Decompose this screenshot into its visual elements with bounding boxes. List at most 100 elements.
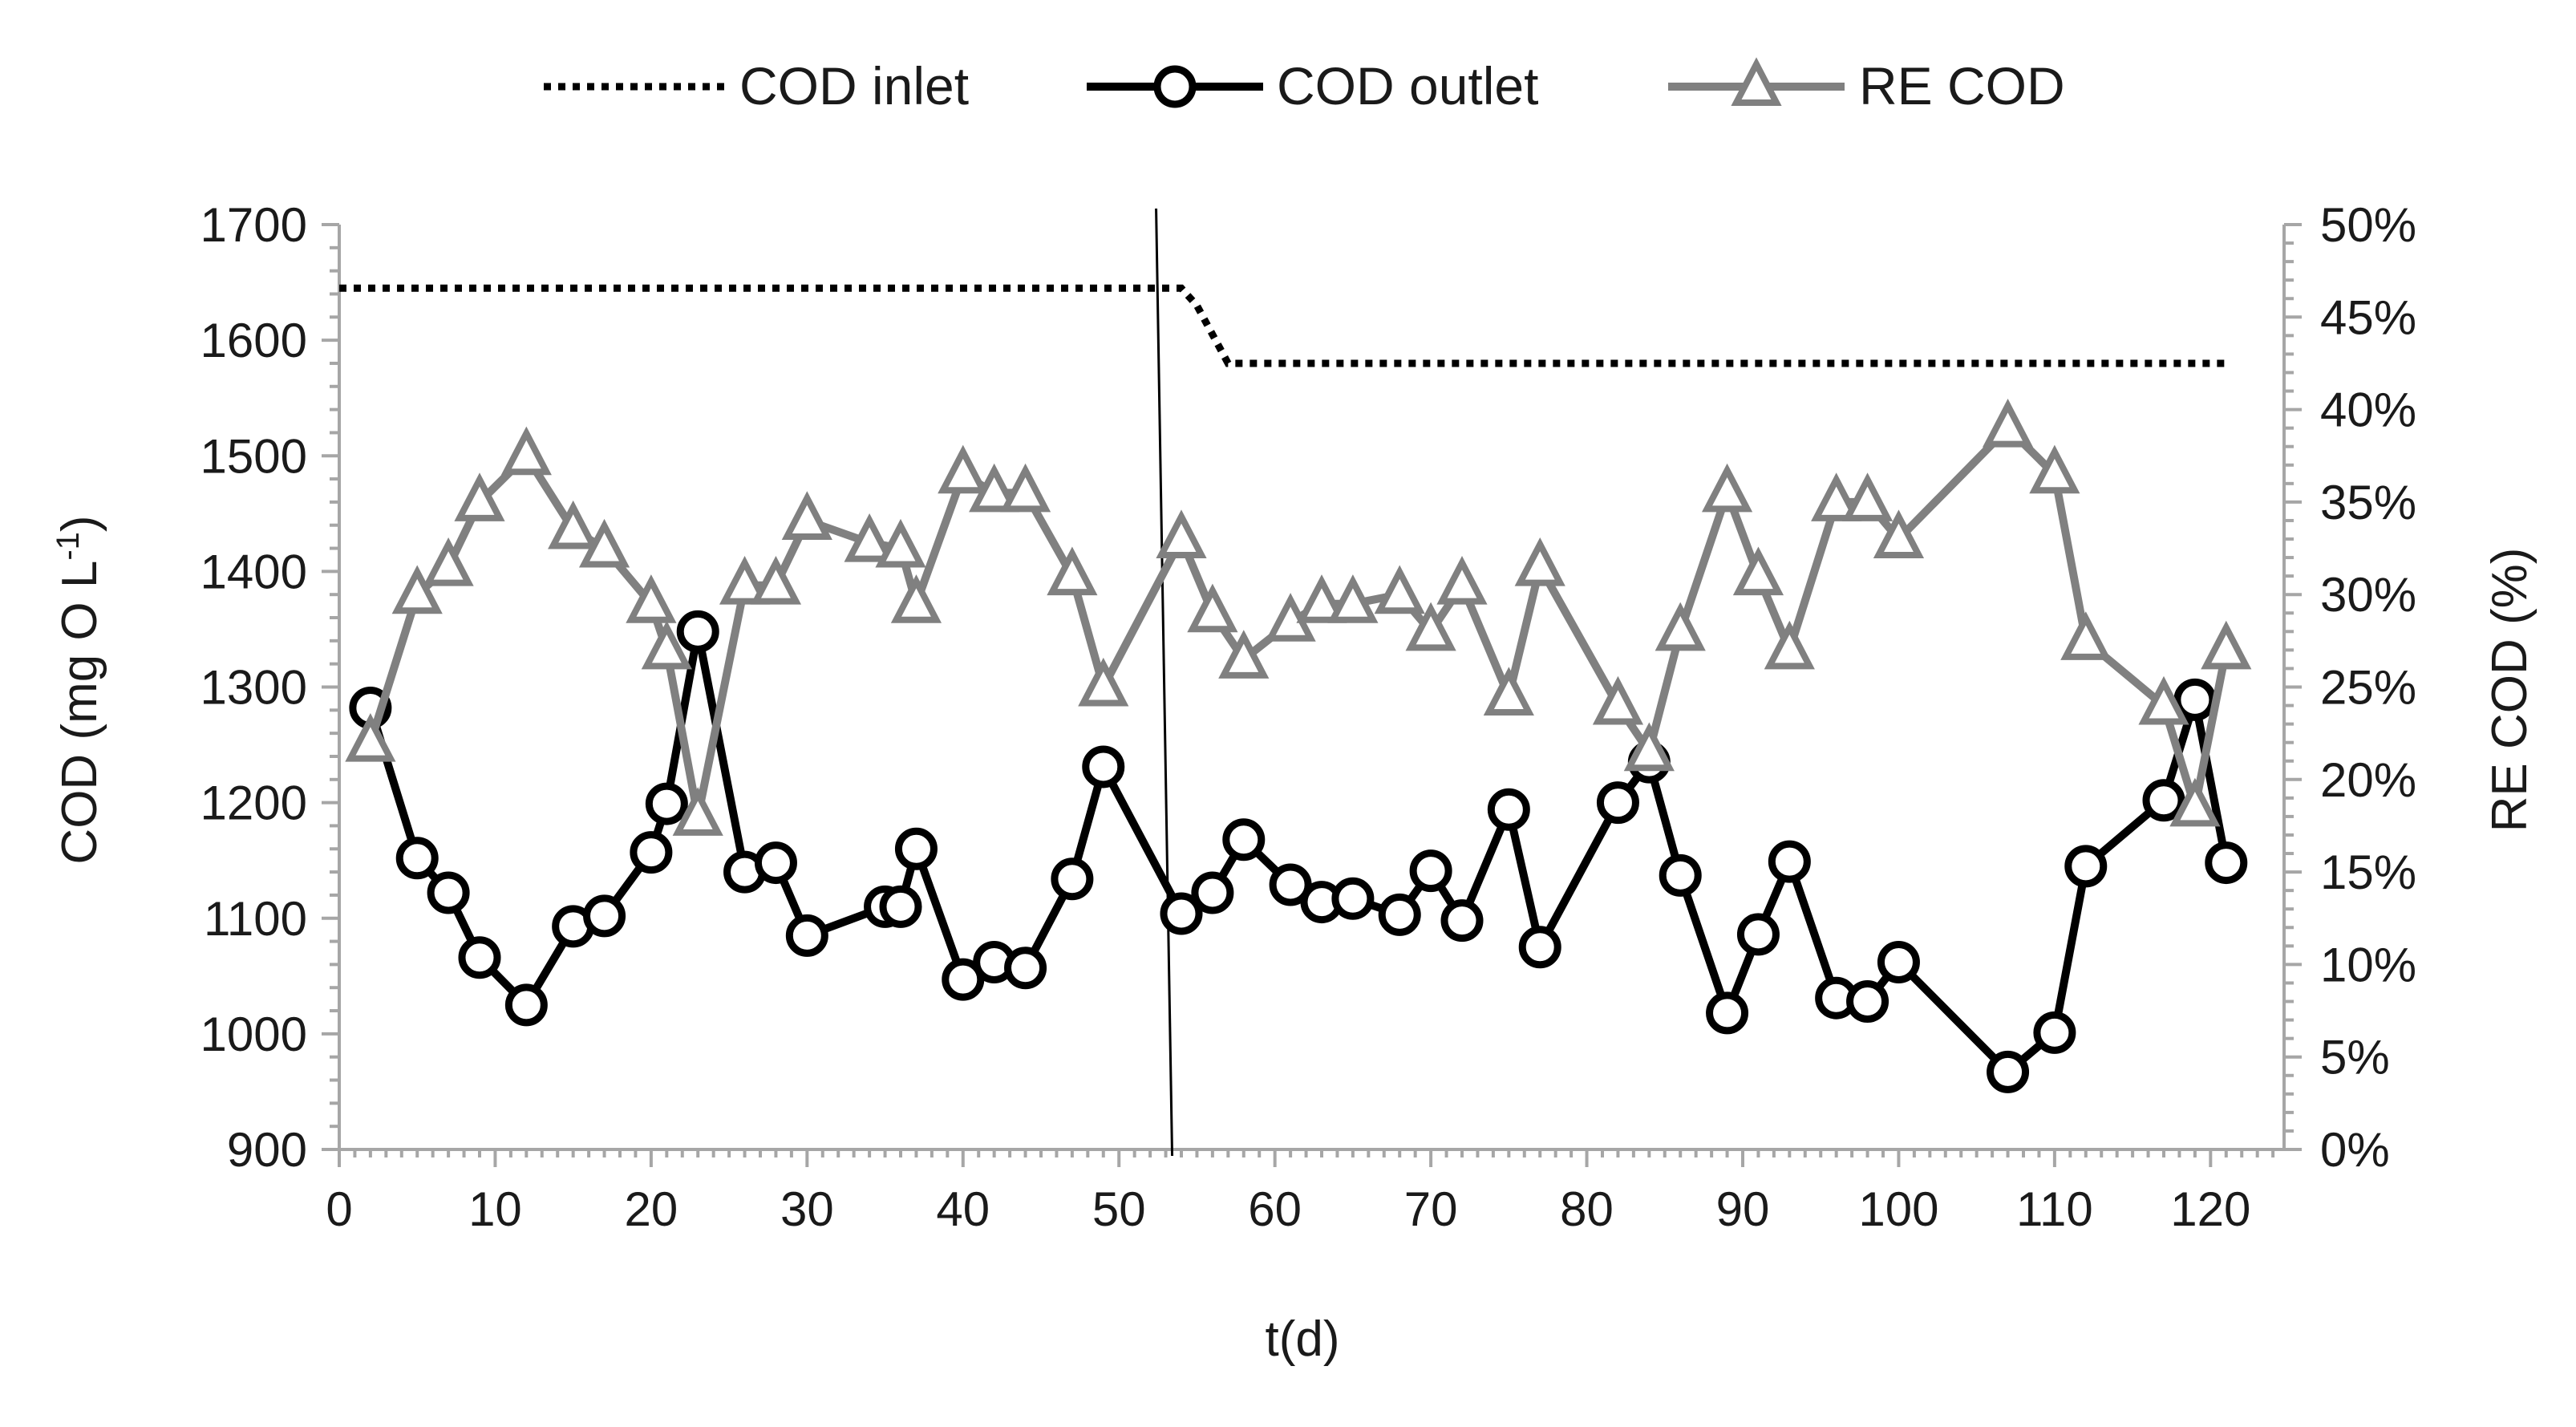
data-point-re-cod <box>672 787 723 836</box>
y-tick-label: 1700 <box>200 198 307 252</box>
data-point-cod-outlet <box>1051 857 1094 901</box>
data-point-re-cod <box>1436 556 1488 605</box>
data-point-cod-outlet <box>754 841 797 885</box>
data-point-cod-outlet <box>1191 871 1234 914</box>
data-point-cod-outlet <box>1409 849 1452 893</box>
data-point-cod-outlet <box>942 958 985 1001</box>
data-point-cod-outlet <box>630 831 673 874</box>
y2-tick-label: 25% <box>2320 661 2416 715</box>
data-point-re-cod <box>750 556 802 605</box>
y-tick-label: 1200 <box>200 776 307 830</box>
y-tick-label: 900 <box>227 1123 307 1177</box>
legend-marker-cod-outlet <box>1153 65 1197 108</box>
data-point-cod-outlet <box>2142 779 2185 822</box>
data-point-re-cod <box>1811 472 1862 521</box>
data-point-cod-outlet <box>427 871 470 914</box>
y2-tick-label: 0% <box>2320 1123 2390 1177</box>
data-point-re-cod <box>1701 463 1753 513</box>
data-point-re-cod <box>844 513 895 562</box>
data-point-re-cod <box>1047 546 1098 596</box>
series-layer <box>339 208 2252 1157</box>
data-point-re-cod <box>1655 602 1706 651</box>
data-point-re-cod <box>1732 546 1784 596</box>
data-point-re-cod <box>1982 399 2034 448</box>
data-point-cod-outlet <box>458 936 501 979</box>
data-point-re-cod <box>626 574 677 623</box>
x-tick-label: 10 <box>468 1182 522 1236</box>
data-point-cod-outlet <box>1269 863 1312 906</box>
data-point-re-cod <box>1764 620 1815 670</box>
x-tick-label: 60 <box>1248 1182 1302 1236</box>
y2-tick-label: 30% <box>2320 568 2416 622</box>
x-tick-label: 40 <box>936 1182 990 1236</box>
legend-marker-re-cod <box>1731 57 1782 106</box>
data-point-cod-outlet <box>1222 818 1266 861</box>
data-point-cod-outlet <box>1877 941 1920 984</box>
data-point-re-cod <box>1623 722 1675 772</box>
data-point-cod-outlet <box>1082 745 1125 788</box>
y-tick-label: 1500 <box>200 429 307 483</box>
y-axis-title: COD (mg O L-1) <box>51 515 107 864</box>
x-tick-label: 70 <box>1404 1182 1458 1236</box>
y-tick-label: 1100 <box>204 892 307 946</box>
y-axis-title-superscript: -1 <box>51 532 86 561</box>
y2-tick-label: 35% <box>2320 476 2416 529</box>
y2-tick-label: 50% <box>2320 198 2416 252</box>
y2-tick-label: 45% <box>2320 290 2416 344</box>
data-point-cod-outlet <box>1846 980 1889 1024</box>
data-point-re-cod <box>391 565 443 614</box>
data-point-cod-outlet <box>1596 781 1639 825</box>
y2-axis-title: RE COD (%) <box>2482 548 2538 833</box>
data-point-re-cod <box>1405 602 1456 651</box>
data-point-cod-outlet <box>2205 841 2248 885</box>
x-tick-label: 0 <box>326 1182 352 1236</box>
legend-label-cod-inlet: COD inlet <box>739 56 969 116</box>
x-tick-label: 50 <box>1092 1182 1146 1236</box>
data-point-re-cod <box>1296 574 1347 623</box>
data-point-re-cod <box>1078 657 1129 707</box>
legend-label-re-cod: RE COD <box>1859 56 2065 116</box>
data-point-re-cod <box>999 463 1051 513</box>
data-point-cod-outlet <box>1331 877 1375 920</box>
y2-tick-label: 15% <box>2320 845 2416 899</box>
data-point-re-cod <box>578 518 630 568</box>
x-tick-label: 110 <box>2016 1182 2093 1236</box>
data-point-re-cod <box>2138 675 2189 725</box>
data-point-re-cod <box>500 426 552 476</box>
data-point-re-cod <box>719 556 771 605</box>
legend-label-cod-outlet: COD outlet <box>1277 56 1538 116</box>
data-point-cod-outlet <box>1987 1050 2030 1093</box>
data-point-cod-outlet <box>1378 893 1421 936</box>
data-point-cod-outlet <box>879 885 922 928</box>
y2-tick-label: 10% <box>2320 938 2416 991</box>
data-point-cod-outlet <box>785 914 828 957</box>
data-point-re-cod <box>423 537 474 586</box>
data-point-cod-outlet <box>504 983 548 1027</box>
data-point-re-cod <box>875 518 926 568</box>
y2-tick-label: 40% <box>2320 383 2416 437</box>
data-point-re-cod <box>2029 444 2080 494</box>
data-point-re-cod <box>2060 611 2112 660</box>
y2-tick-label: 5% <box>2320 1031 2390 1084</box>
data-point-cod-outlet <box>676 610 719 653</box>
data-point-re-cod <box>781 491 832 540</box>
y-axis-title-main: COD (mg O L <box>52 561 107 865</box>
x-tick-label: 100 <box>1858 1182 1938 1236</box>
data-point-cod-outlet <box>1706 991 1749 1035</box>
data-point-re-cod <box>1327 574 1379 623</box>
data-point-re-cod <box>969 463 1020 513</box>
data-point-cod-outlet <box>1768 840 1811 883</box>
data-point-cod-outlet <box>395 837 439 880</box>
data-point-re-cod <box>2169 777 2221 827</box>
data-point-re-cod <box>454 472 505 521</box>
y-tick-label: 1300 <box>200 661 307 715</box>
data-point-cod-outlet <box>1440 899 1484 943</box>
x-tick-label: 80 <box>1560 1182 1614 1236</box>
data-point-cod-outlet <box>2033 1011 2076 1054</box>
legend: COD inlet COD outlet RE COD <box>544 56 2065 116</box>
x-axis-title: t(d) <box>1266 1311 1340 1367</box>
phase-change-line <box>1155 208 1174 1157</box>
data-point-re-cod <box>1187 583 1238 633</box>
